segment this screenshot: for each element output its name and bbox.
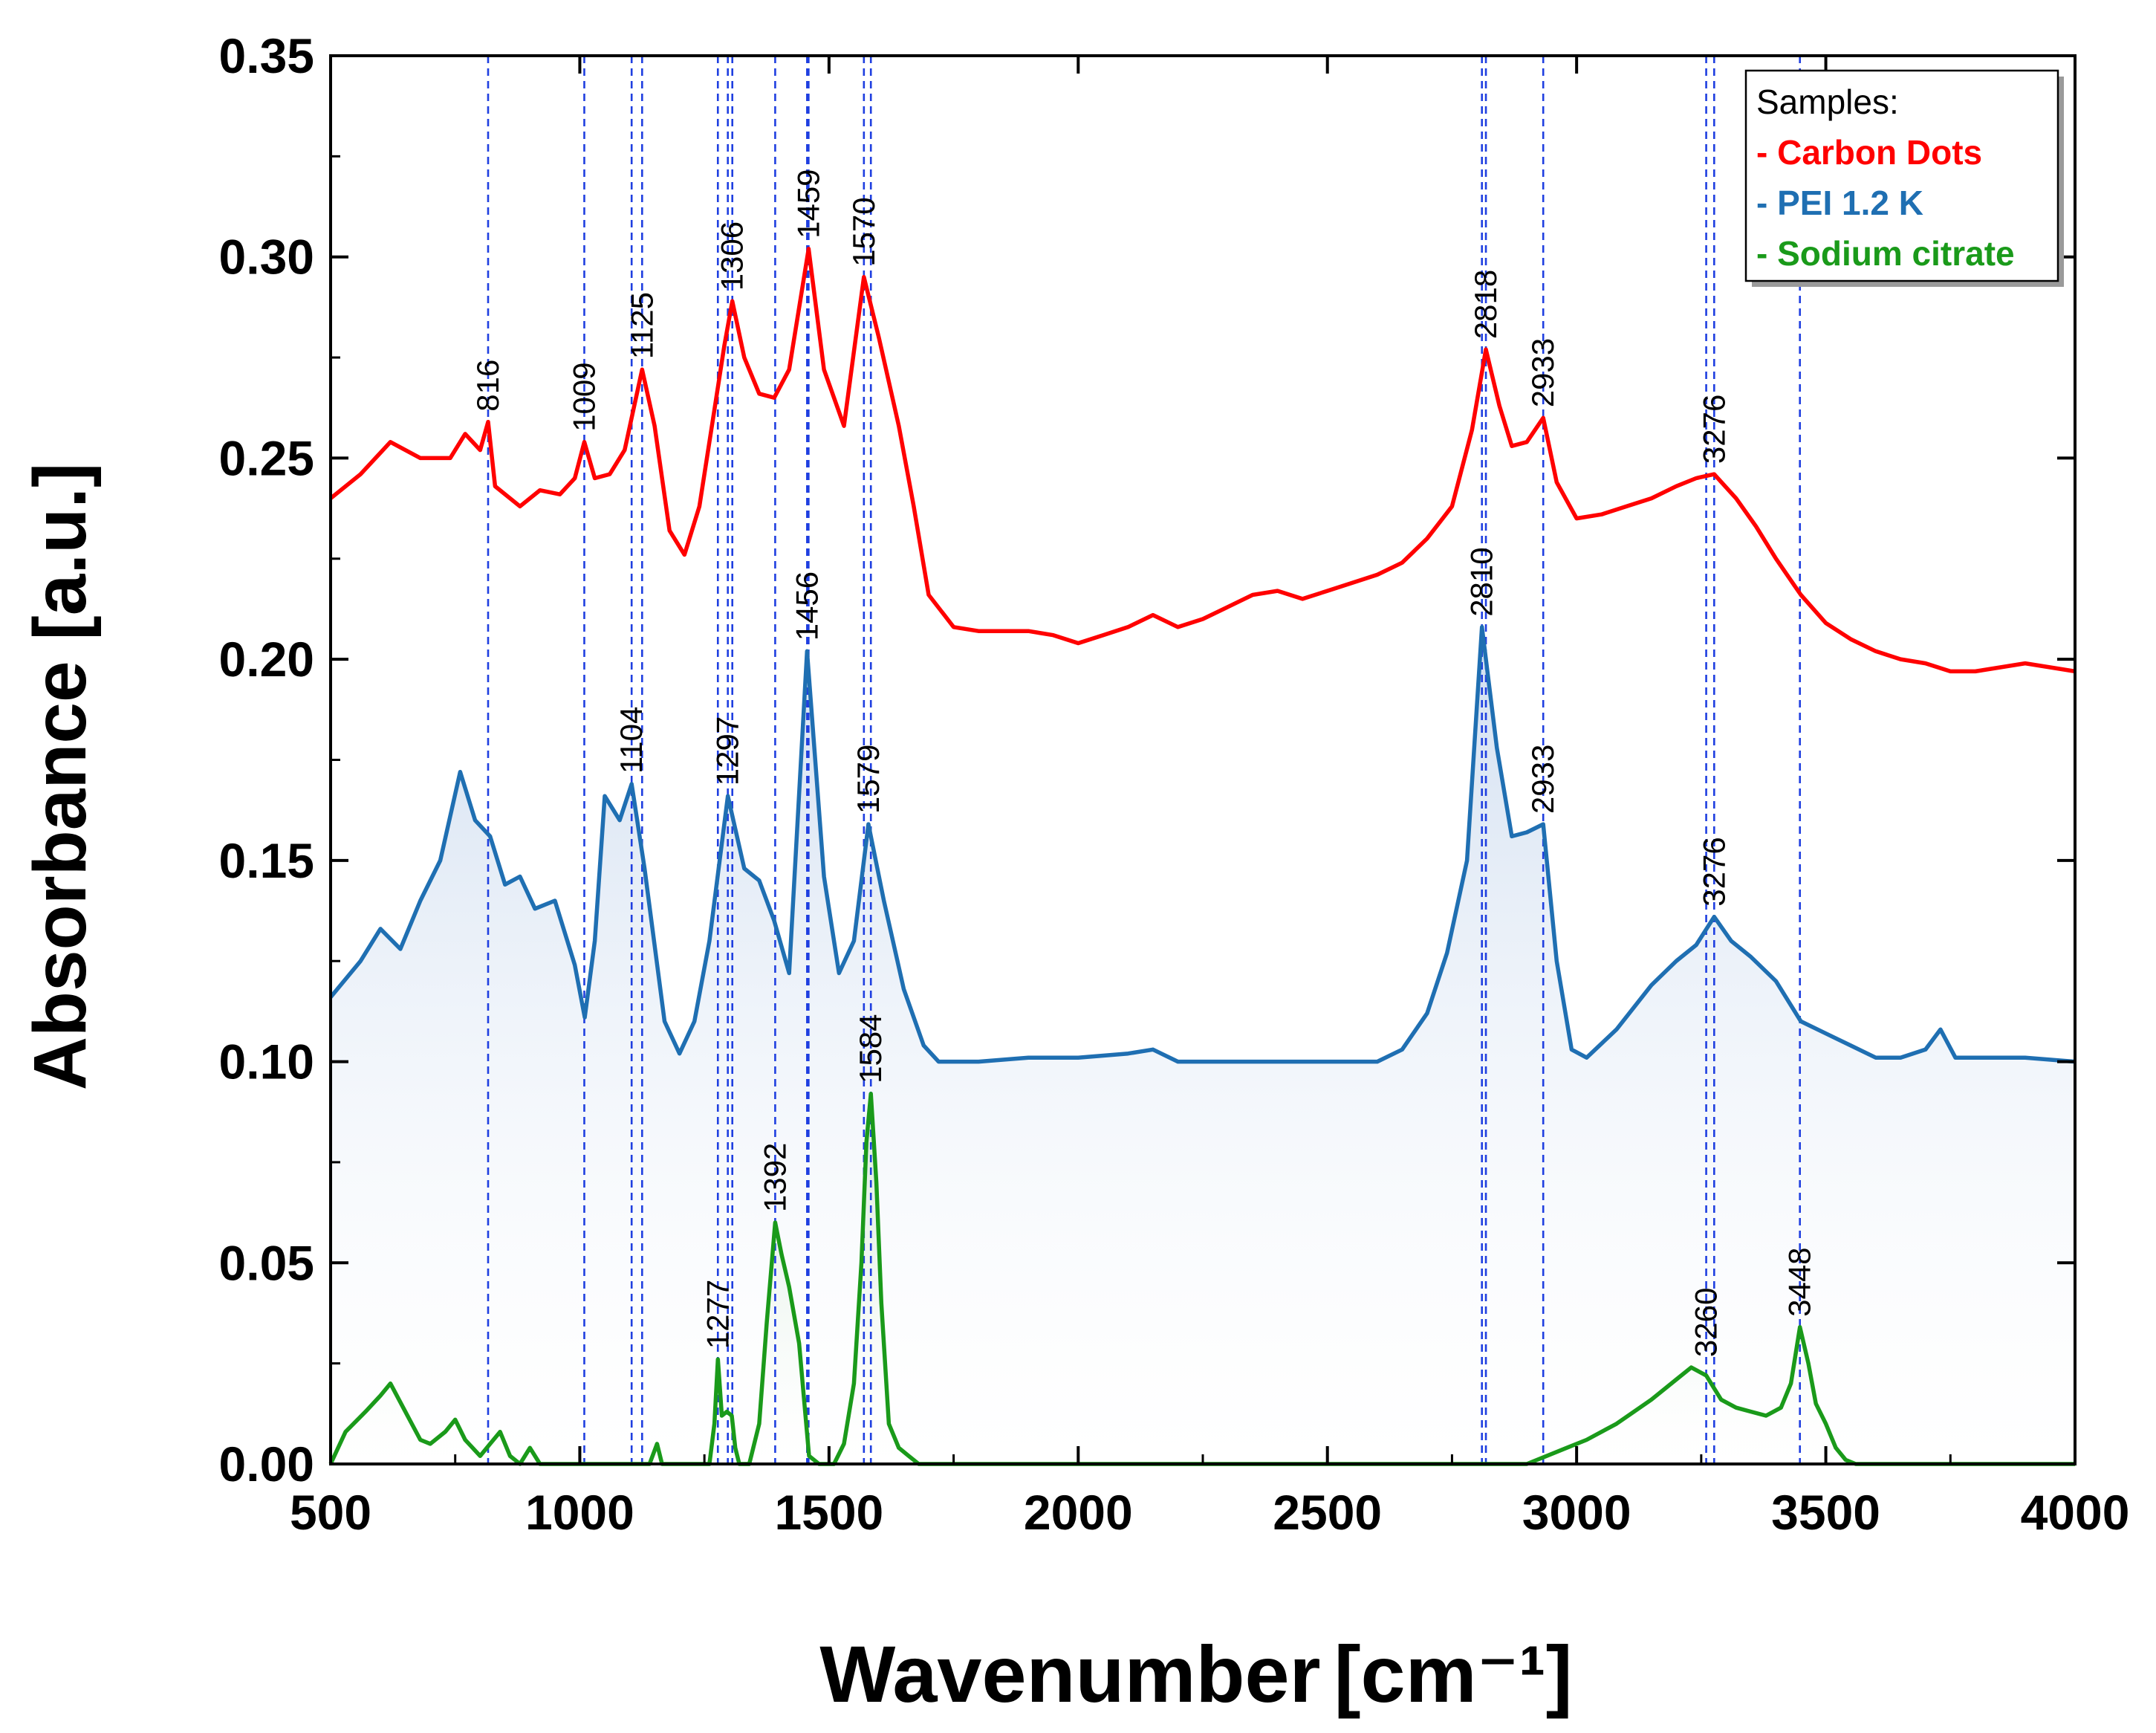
series-fill-pei	[331, 626, 2075, 1464]
peak-label: 1456	[789, 571, 824, 641]
legend-title: Samples:	[1756, 82, 1899, 121]
y-tick-label: 0.25	[219, 430, 314, 485]
x-axis-title-text: Wavenumber	[819, 1629, 1320, 1719]
axes: 500 1000 1500 2000 2500 3000 3500 4000 0.00 0.05 0…	[219, 28, 2130, 1540]
peak-label: 1297	[710, 716, 745, 785]
x-tick-label: 1000	[525, 1485, 634, 1540]
reference-lines	[487, 56, 1801, 1464]
peak-annotations: 816 1009 1125 1306 1459 1570 2818 2933 3276 1104 1…	[470, 169, 1817, 1357]
peak-label: 1459	[790, 169, 825, 238]
legend-entry: - PEI 1.2 K	[1756, 184, 1923, 222]
x-tick-label: 500	[290, 1485, 371, 1540]
peak-label: 3276	[1696, 395, 1731, 464]
peak-label: 2818	[1468, 270, 1503, 339]
y-axis-title: Absorbance [a.u.]	[19, 463, 102, 1091]
peak-label: 1277	[700, 1280, 735, 1349]
series-fills	[331, 626, 2075, 1464]
peak-label: 1306	[715, 221, 750, 291]
x-tick-label: 2000	[1024, 1485, 1133, 1540]
y-tick-label: 0.00	[219, 1436, 314, 1491]
y-tick-label: 0.20	[219, 632, 314, 687]
series-line-carbon-dots	[329, 247, 2076, 674]
legend-entry: - Carbon Dots	[1756, 133, 1982, 172]
y-tick-label: 0.30	[219, 230, 314, 285]
series-lines	[328, 247, 2076, 1466]
peak-label: 3276	[1696, 837, 1731, 906]
peak-label: 1104	[614, 707, 649, 774]
peak-label: 3260	[1689, 1288, 1724, 1357]
y-tick-label: 0.15	[219, 833, 314, 888]
peak-label: 1125	[624, 292, 659, 359]
axis-titles: Absorbance [a.u.] Wavenumber [cm⁻¹]	[19, 463, 1573, 1719]
peak-label: 2933	[1525, 745, 1560, 814]
x-tick-label: 3000	[1522, 1485, 1631, 1540]
y-tick-label: 0.05	[219, 1235, 314, 1290]
peak-label: 2810	[1464, 547, 1499, 616]
y-tick-label: 0.35	[219, 28, 314, 83]
x-tick-label: 3500	[1771, 1485, 1880, 1540]
x-tick-label: 4000	[2021, 1485, 2130, 1540]
legend-box	[1744, 69, 2059, 282]
peak-label: 3448	[1782, 1247, 1817, 1316]
legend-entry: - Sodium citrate	[1756, 234, 2015, 273]
x-tick-label: 1500	[774, 1485, 883, 1540]
y-tick-label: 0.10	[219, 1034, 314, 1089]
series-fill-citrate	[331, 1093, 2075, 1464]
x-axis-title-unit: [cm⁻¹]	[1334, 1629, 1573, 1719]
peak-label: 1009	[567, 362, 602, 431]
peak-label: 816	[470, 360, 505, 412]
peak-label: 1579	[851, 745, 886, 814]
legend: Samples: - Carbon Dots - PEI 1.2 K - Sodium…	[1744, 69, 2064, 287]
peak-label: 2933	[1525, 338, 1560, 407]
peak-label: 1570	[846, 197, 881, 266]
x-tick-label: 2500	[1273, 1485, 1382, 1540]
peak-label: 1584	[853, 1014, 888, 1083]
series-line-pei	[328, 625, 2076, 1064]
peak-label: 1392	[757, 1143, 792, 1212]
x-axis-title: Wavenumber [cm⁻¹]	[819, 1629, 1572, 1719]
series-line-sodium-citrate	[328, 1092, 2075, 1466]
